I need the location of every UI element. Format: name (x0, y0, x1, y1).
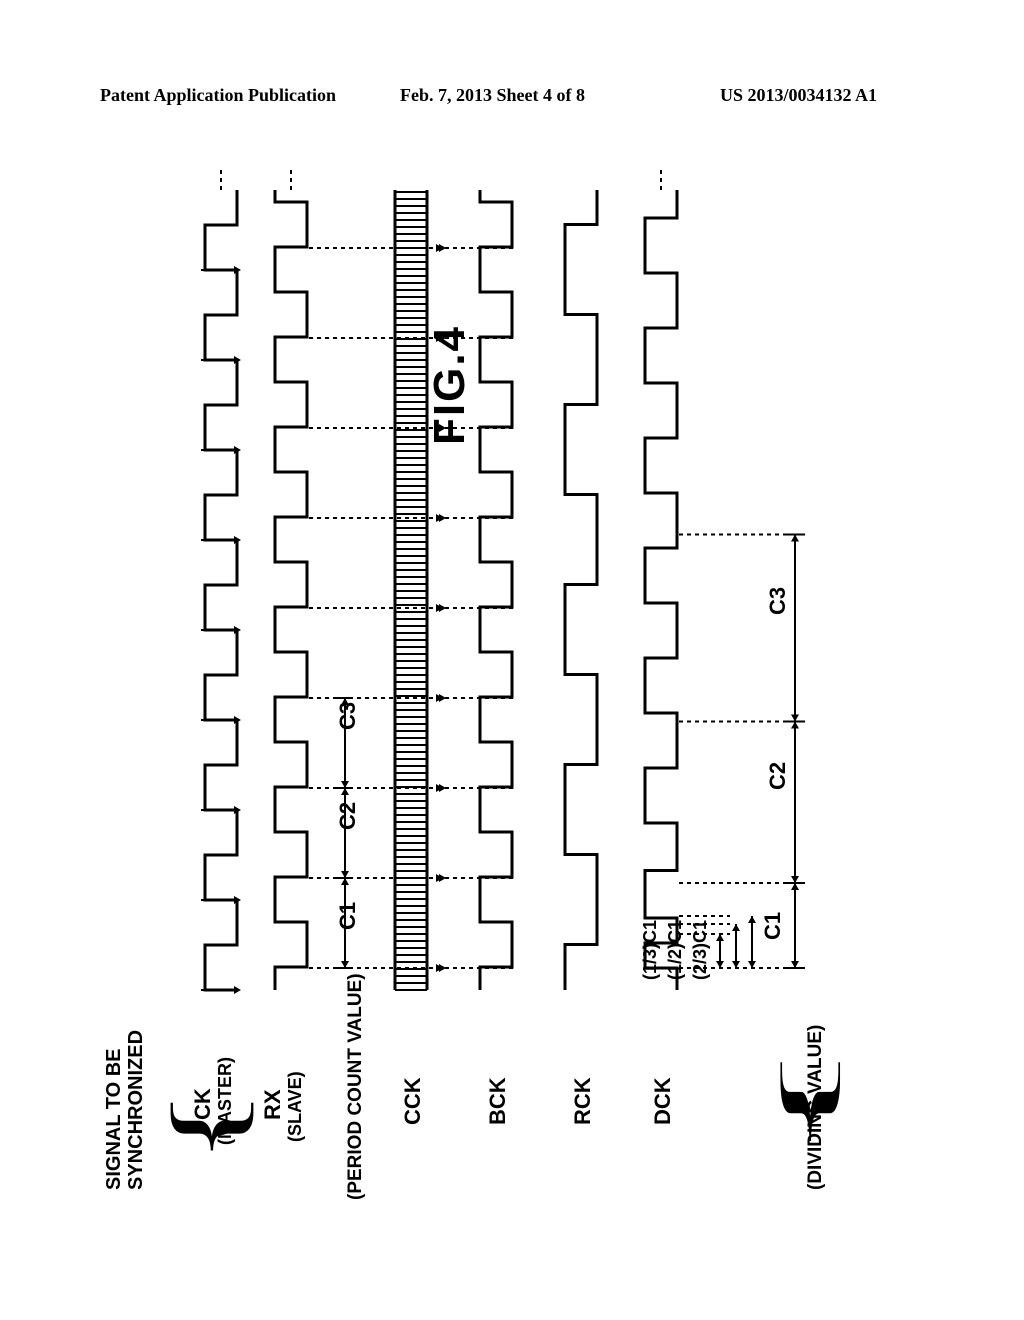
label-c3-bot: C3 (765, 587, 791, 615)
label-c1-bot: C1 (760, 912, 786, 940)
label-ck: CK (190, 1088, 216, 1120)
label-frac-23: (2/3)C1 (690, 920, 711, 980)
label-ck-sub: (MASTER) (215, 1057, 236, 1145)
label-cck: CCK (400, 1077, 426, 1125)
label-c1-top: C1 (335, 902, 361, 930)
label-rck: RCK (570, 1077, 596, 1125)
label-frac-12: (1/2)C1 (665, 920, 686, 980)
header-right-text: US 2013/0034132 A1 (720, 85, 877, 106)
signal-group-label: SIGNAL TO BESYNCHRONIZED (103, 1030, 147, 1190)
label-c2-top: C2 (335, 802, 361, 830)
label-c3-top: C3 (335, 702, 361, 730)
label-rx-sub: (SLAVE) (285, 1071, 306, 1142)
label-dck: DCK (650, 1077, 676, 1125)
figure-4: FIG.4 SIGNAL TO BESYNCHRONIZED { CK (MAS… (85, 160, 925, 1200)
header-center-text: Feb. 7, 2013 Sheet 4 of 8 (400, 85, 585, 106)
brace-dividing: { (765, 1038, 848, 1165)
label-rx: RX (260, 1089, 286, 1120)
label-bck: BCK (485, 1077, 511, 1125)
header-left-text: Patent Application Publication (100, 85, 336, 106)
label-c2-bot: C2 (765, 762, 791, 790)
label-frac-13: (1/3)C1 (640, 920, 661, 980)
